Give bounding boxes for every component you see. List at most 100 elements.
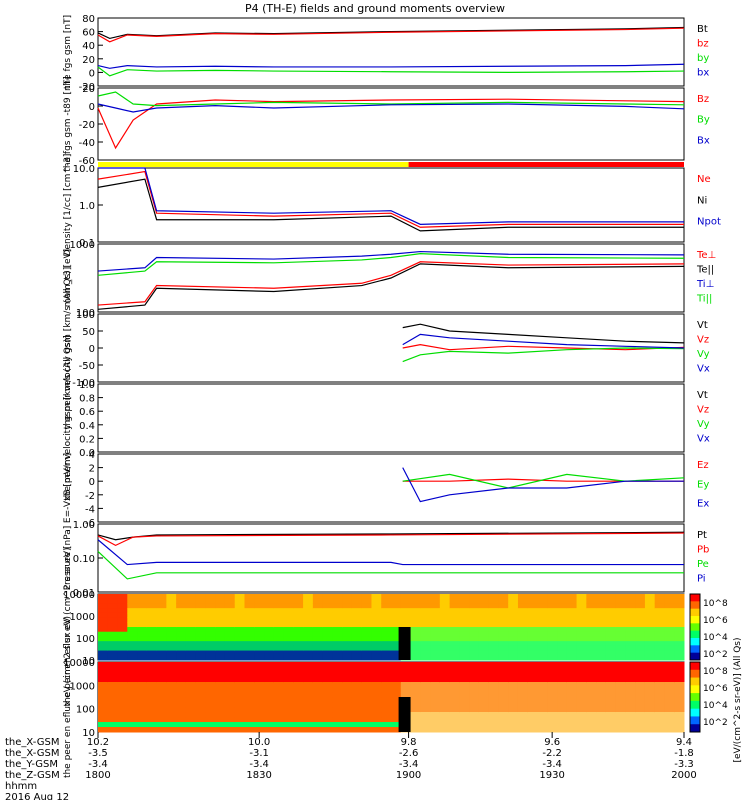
panel-2-ytick-label: -60 — [79, 156, 95, 167]
panel-9-ytick-label: 10 — [82, 656, 95, 667]
panel-2-legend-Bx: Bx — [697, 135, 710, 146]
panel-8-ylabel: Pressure [nPa] — [63, 526, 73, 591]
panel-6-ytick-label: 1.0 — [79, 380, 95, 391]
panel-3-frame — [97, 167, 685, 243]
panel-3-legend-Ni: Ni — [697, 195, 707, 206]
panel-1-legend-bx: bx — [697, 68, 709, 79]
panel-10-ytick-label: 10000 — [63, 658, 95, 669]
footer-tick-value: -2.6 — [399, 748, 419, 759]
panel-10-heatmap — [98, 662, 685, 733]
panel-9-ylabel: the peir en eflux eV (cm^2 s sr eV) — [63, 547, 73, 706]
colorbar-top-tick: 10^6 — [703, 616, 728, 626]
panel-4-series-Ti|| — [97, 253, 685, 276]
footer-tick-value: -3.3 — [674, 759, 694, 770]
panel-4-series-Te|| — [97, 263, 685, 310]
footer-tick-value: -2.2 — [542, 748, 562, 759]
panel-6-ytick-label: 0.6 — [79, 407, 95, 418]
panel-7-legend-Ey: Ey — [697, 479, 709, 490]
panel-6-ytick-label: 0.0 — [79, 448, 95, 459]
colorbar-top-tick: 10^2 — [703, 650, 728, 660]
panel-10-ylabel: the peer en eflux eV (cm^2 s sr eV) — [63, 616, 73, 778]
panel-1-series-Bt — [97, 26, 685, 40]
panel-6-ytick-label: 0.2 — [79, 434, 95, 445]
colorbar-top-frame — [689, 593, 701, 661]
colorbar-bottom-tick: 10^2 — [703, 718, 728, 728]
panel-6-frame — [97, 383, 685, 453]
colorbar-label: [eV/(cm^2-s sr-eV)] (All Qs) — [733, 638, 743, 763]
panel-2-frame — [97, 87, 685, 161]
panel-4-legend-Ti⊥: Ti⊥ — [696, 279, 714, 290]
panel-2-series-Bx — [97, 103, 685, 113]
panel-9-heatmap — [98, 594, 685, 661]
footer-row-label: the_Y-GSM — [5, 759, 58, 770]
colorbar-top-tick: 10^4 — [703, 633, 728, 643]
panel-5-ylabel: the peir velocity gsm [km/s (All Qs)] — [63, 267, 73, 429]
panel-1-ytick-label: 20 — [82, 55, 95, 66]
footer-tick-value: -3.4 — [88, 759, 108, 770]
panel-2-ytick-label: 0 — [89, 102, 95, 113]
panel-5-frame — [97, 313, 685, 383]
footer-date: 2016 Aug 12 — [5, 792, 69, 800]
panel-2-legend-Bz: Bz — [697, 94, 709, 105]
panel-3-legend-Npot: Npot — [697, 217, 721, 228]
panel-1-series-bx — [97, 63, 685, 69]
panel-8-legend-Pt: Pt — [697, 530, 707, 541]
panel-8-ytick-label: 1.00 — [73, 520, 95, 531]
panel-9-ytick-label: 1000 — [70, 612, 95, 623]
colorbar-bottom-tick: 10^6 — [703, 684, 728, 694]
panel-4-series-Ti⊥ — [97, 250, 685, 272]
panel-3-ytick-label: 0.1 — [79, 238, 95, 249]
status-bar-yellow — [98, 162, 409, 167]
status-bar-red — [408, 162, 684, 167]
panel-5-legend-Vx: Vx — [697, 364, 710, 375]
panel-2-legend-By: By — [697, 115, 710, 126]
panel-3-ytick-label: 1.0 — [79, 201, 95, 212]
panel-2-ytick-label: -20 — [79, 120, 95, 131]
panel-7-ytick-label: 0 — [89, 477, 95, 488]
panel-5-legend-Vt: Vt — [697, 320, 708, 331]
footer-tick-value: -3.4 — [542, 759, 562, 770]
panel-8-legend-Pb: Pb — [697, 545, 709, 556]
footer-tick-value: 1900 — [396, 770, 421, 781]
panel-3-legend-Ne: Ne — [697, 174, 711, 185]
panel-4-legend-Te⊥: Te⊥ — [696, 250, 716, 261]
panel-3-series-Ne — [97, 170, 684, 228]
panel-5-series-Vt — [402, 323, 685, 344]
panel-1-legend-bz: bz — [697, 39, 709, 50]
panel-1-ytick-label: 0 — [89, 68, 95, 79]
panel-7-ytick-label: 2 — [89, 464, 95, 475]
chart-title: P4 (TH-E) fields and ground moments over… — [245, 2, 505, 15]
panel-9-ytick-label: 10000 — [63, 590, 95, 601]
panel-5-series-Vy — [402, 347, 685, 363]
panel-8-legend-Pe: Pe — [697, 559, 709, 570]
footer-tick-value: 2000 — [671, 770, 696, 781]
footer-row-label: the_X-GSM — [5, 737, 59, 748]
colorbar-bottom — [690, 662, 700, 733]
panel-1-frame — [97, 17, 685, 87]
panel-8-series-Pb — [97, 532, 685, 547]
panel-5-ytick-label: -50 — [79, 361, 95, 372]
panel-4-legend-Ti||: Ti|| — [696, 294, 712, 305]
panel-10-gap — [398, 697, 411, 732]
panel-4-legend-Te||: Te|| — [696, 265, 714, 276]
panel-8-series-Pe — [97, 551, 684, 580]
panel-3-series-Ni — [97, 178, 684, 232]
panel-7-ytick-label: -6 — [85, 518, 95, 529]
panel-6-ytick-label: 0.4 — [79, 421, 95, 432]
panel-5-series-Vx — [402, 333, 685, 349]
panel-8-ytick-label: 0.10 — [73, 554, 95, 565]
colorbar-bottom-tick: 10^8 — [703, 667, 728, 677]
panel-4-ytick-label: 1000 — [70, 240, 95, 251]
panel-7-legend-Ez: Ez — [697, 460, 709, 471]
panel-8-ytick-label: 0.01 — [73, 588, 95, 599]
panel-7-ytick-label: 4 — [89, 450, 95, 461]
panel-4-frame — [97, 243, 685, 313]
panel-2-ytick-label: 20 — [82, 84, 95, 95]
colorbar-bottom-frame — [689, 661, 701, 733]
panel-1-legend-Bt: Bt — [697, 24, 708, 35]
panel-8-series-Pi — [97, 539, 684, 566]
panel-5-legend-Vz: Vz — [697, 335, 709, 346]
panel-5-legend-Vy: Vy — [697, 349, 710, 360]
panel-2-ylabel: the fgs gsm -t89 [nT] — [63, 76, 73, 171]
panel-10-ytick-label: 10 — [82, 728, 95, 739]
